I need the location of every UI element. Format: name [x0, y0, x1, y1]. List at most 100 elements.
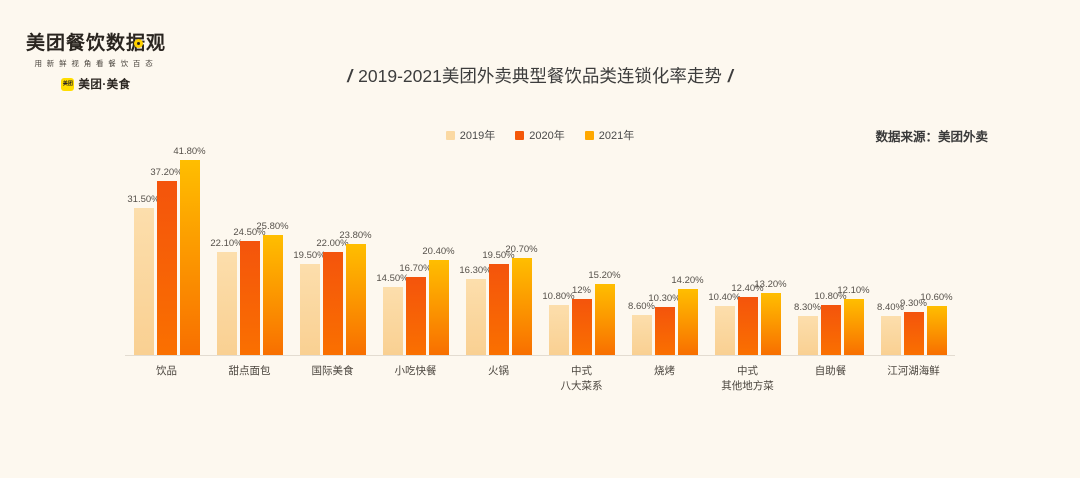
logo-wordmark: 美团餐饮数据观 — [26, 28, 166, 55]
bar-2021年-江河湖海鲜: 10.60% — [920, 292, 953, 355]
logo-tagline: 用新鲜视角看餐饮百态 — [34, 59, 158, 68]
bar-value-label: 22.00% — [316, 238, 349, 250]
title-open-slash: / — [347, 66, 353, 86]
bar-2021年-中式其他地方菜: 13.20% — [754, 279, 787, 355]
legend-swatch-icon — [584, 130, 594, 140]
category-label: 烧烤 — [654, 365, 675, 377]
bar-group: 10.40% 12.40% 13.20% — [706, 150, 789, 355]
bar-value-label: 10.80% — [814, 290, 847, 302]
category-label: 中式 其他地方菜 — [721, 365, 774, 392]
bar-value-label: 10.40% — [708, 292, 741, 304]
bar-value-label: 24.50% — [233, 226, 266, 238]
bar-2019年-甜点面包: 22.10% — [210, 238, 243, 355]
bar-2020年-小吃快餐: 16.70% — [399, 263, 432, 355]
bar-value-label: 8.30% — [794, 302, 821, 314]
bar-value-label: 14.50% — [376, 273, 409, 285]
legend-item-2020年: 2020年 — [515, 127, 565, 143]
category-label: 江河湖海鲜 — [887, 365, 940, 377]
bar-value-label: 16.30% — [459, 264, 492, 276]
bar-2019年-烧烤: 8.60% — [628, 301, 655, 355]
chart-legend: 2019年 2020年 2021年 — [0, 127, 1080, 143]
bar-value-label: 12% — [571, 285, 592, 296]
bar-2021年-中式八大菜系: 15.20% — [588, 270, 621, 355]
category-label: 甜点面包 — [228, 365, 271, 377]
bar-value-label: 10.60% — [920, 291, 953, 303]
bar-value-label: 41.80% — [173, 145, 206, 157]
legend-item-2021年: 2021年 — [584, 127, 635, 143]
legend-item-2019年: 2019年 — [445, 127, 496, 143]
bar-2019年-中式八大菜系: 10.80% — [542, 291, 575, 355]
bar-2019年-饮品: 31.50% — [127, 194, 160, 355]
bar-2019年-自助餐: 8.30% — [794, 302, 821, 355]
logo-accent-dot — [133, 39, 143, 48]
title-text: 2019-2021美团外卖典型餐饮品类连锁化率走势 — [358, 66, 722, 86]
bar-2019年-国际美食: 19.50% — [293, 250, 326, 355]
bar-2021年-烧烤: 14.20% — [671, 275, 704, 355]
bar-value-label: 20.40% — [422, 245, 455, 257]
bar-group: 16.30% 19.50% 20.70% — [457, 150, 540, 355]
bar-value-label: 12.40% — [731, 283, 764, 295]
logo-badge-row: 美团 美团·美食 — [20, 76, 172, 92]
bar-value-label: 23.80% — [339, 229, 372, 241]
bar-value-label: 10.80% — [542, 290, 575, 302]
legend-label: 2020年 — [529, 130, 565, 142]
bar-group: 8.60% 10.30% 14.20% — [623, 150, 706, 355]
category-label: 国际美食 — [311, 365, 354, 377]
legend-label: 2021年 — [598, 130, 635, 142]
category-label: 小吃快餐 — [394, 365, 437, 377]
bar-value-label: 14.20% — [671, 274, 704, 286]
bar-value-label: 37.20% — [150, 167, 183, 179]
data-source-note: 数据来源：美团外卖 — [875, 130, 988, 144]
bar-2020年-饮品: 37.20% — [150, 167, 183, 355]
bar-2021年-小吃快餐: 20.40% — [422, 246, 455, 355]
bar-2021年-自助餐: 12.10% — [837, 285, 870, 355]
bar-value-label: 19.50% — [293, 249, 326, 261]
bar-2020年-甜点面包: 24.50% — [233, 227, 266, 355]
bar-group: 19.50% 22.00% 23.80% — [291, 150, 374, 355]
bar-2019年-中式其他地方菜: 10.40% — [708, 292, 741, 355]
plot-area: 31.50% 37.20% 41.80% 22.10% 24.50% 25.80% 19.5… — [125, 146, 955, 356]
bar-2020年-中式其他地方菜: 12.40% — [731, 283, 764, 355]
logo-title-text: 美团餐饮数据观 — [25, 33, 166, 54]
bar-value-label: 10.30% — [648, 292, 681, 304]
legend-swatch-icon — [445, 130, 455, 140]
bar-group: 14.50% 16.70% 20.40% — [374, 150, 457, 355]
bar-group: 31.50% 37.20% 41.80% — [125, 146, 208, 355]
bar-2021年-甜点面包: 25.80% — [256, 221, 289, 355]
brand-logo: 美团餐饮数据观 用新鲜视角看餐饮百态 美团 美团·美食 — [20, 28, 172, 92]
bar-value-label: 9.30% — [900, 297, 927, 309]
bar-value-label: 12.10% — [837, 284, 870, 296]
meituan-badge-icon: 美团 — [61, 77, 75, 91]
bar-2020年-中式八大菜系: 12% — [571, 285, 592, 355]
bar-value-label: 22.10% — [210, 237, 243, 249]
bar-group: 8.40% 9.30% 10.60% — [872, 150, 955, 355]
legend-swatch-icon — [515, 130, 525, 140]
bar-2021年-火锅: 20.70% — [505, 244, 538, 355]
bar-value-label: 16.70% — [399, 263, 432, 274]
bar-value-label: 15.20% — [588, 270, 621, 281]
bar-value-label: 8.40% — [877, 301, 904, 313]
bar-value-label: 25.80% — [256, 220, 289, 232]
bar-2020年-火锅: 19.50% — [482, 250, 515, 355]
bar-2020年-国际美食: 22.00% — [316, 238, 349, 355]
bar-2020年-烧烤: 10.30% — [648, 293, 681, 355]
bar-group: 22.10% 24.50% 25.80% — [208, 150, 291, 355]
bar-value-label: 19.50% — [482, 249, 515, 261]
bar-value-label: 31.50% — [127, 193, 160, 205]
bar-2020年-江河湖海鲜: 9.30% — [900, 298, 927, 355]
bar-2020年-自助餐: 10.80% — [814, 291, 847, 355]
bar-2021年-国际美食: 23.80% — [339, 230, 372, 355]
bar-2019年-小吃快餐: 14.50% — [376, 273, 409, 355]
category-label: 中式 八大菜系 — [560, 365, 603, 392]
category-axis: 饮品 甜点面包 国际美食 小吃快餐 火锅 中式 八大菜系 烧烤 中式 其他地方菜 自助餐 江河湖海鲜 — [125, 356, 955, 393]
bar-value-label: 13.20% — [754, 279, 787, 291]
bar-2019年-江河湖海鲜: 8.40% — [877, 302, 904, 355]
category-label: 饮品 — [156, 365, 177, 377]
bar-2019年-火锅: 16.30% — [459, 265, 492, 355]
category-label: 火锅 — [488, 365, 509, 377]
legend-label: 2019年 — [459, 130, 496, 142]
bar-group: 8.30% 10.80% 12.10% — [789, 150, 872, 355]
category-label: 自助餐 — [814, 365, 847, 377]
bar-group: 10.80% 12% 15.20% — [540, 150, 623, 355]
logo-badge-label: 美团·美食 — [78, 79, 131, 91]
